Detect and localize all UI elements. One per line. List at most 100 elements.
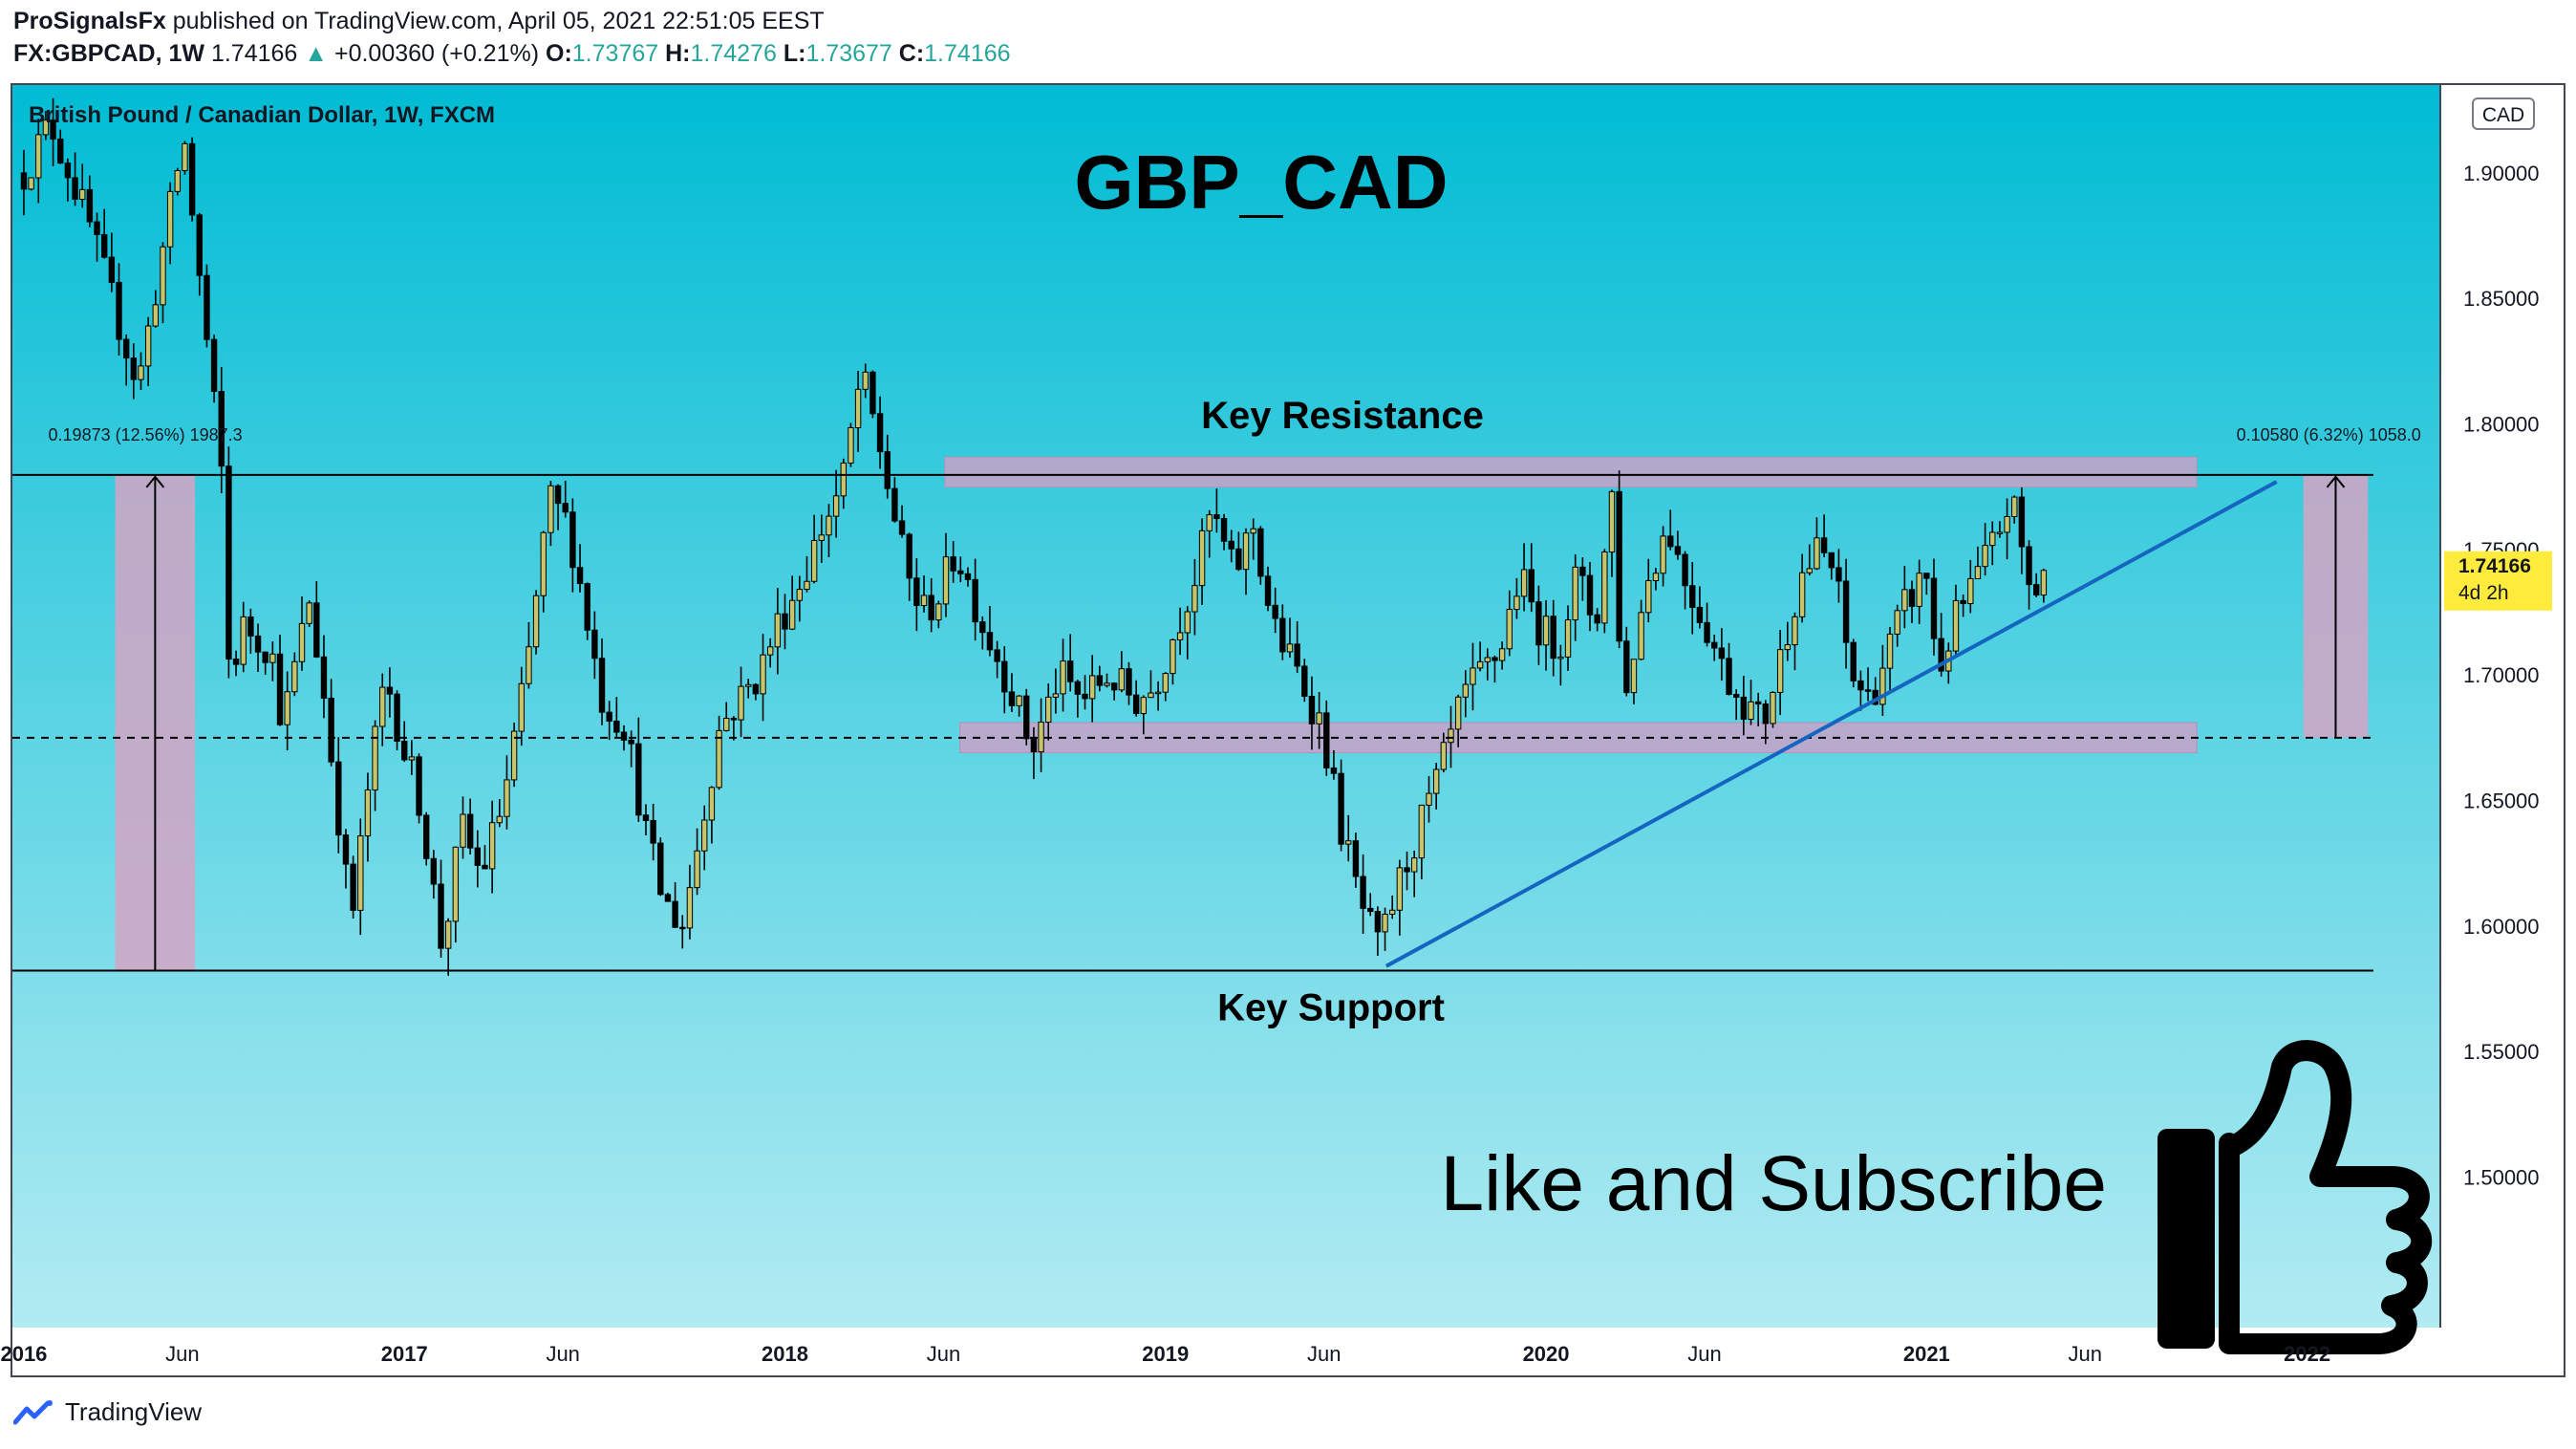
- tradingview-logo-icon[interactable]: [13, 1399, 57, 1426]
- candle-body: [672, 900, 678, 928]
- candle-body: [2040, 570, 2048, 596]
- candle: [269, 641, 276, 681]
- candle-body: [1213, 514, 1220, 520]
- candle-body: [1506, 609, 1513, 650]
- candle-body: [1074, 681, 1082, 695]
- x-tick-label: Jun: [1687, 1342, 1721, 1366]
- publisher-name[interactable]: ProSignalsFx: [13, 8, 166, 34]
- candle: [1572, 553, 1578, 641]
- candle: [57, 129, 64, 164]
- candle-body: [335, 761, 342, 836]
- candle-body: [1088, 675, 1096, 700]
- candle-body: [554, 485, 562, 505]
- candle: [1396, 859, 1404, 936]
- candle-body: [1740, 696, 1748, 721]
- candle: [1242, 528, 1250, 595]
- candle-body: [1967, 577, 1974, 605]
- candle-body: [957, 570, 964, 574]
- candle-body: [1564, 619, 1572, 658]
- countdown-value: 4d 2h: [2458, 582, 2509, 604]
- open-label: O:: [546, 40, 572, 67]
- currency-badge[interactable]: CAD: [2472, 97, 2535, 130]
- candle: [1784, 621, 1792, 661]
- candle: [1067, 634, 1074, 692]
- candle-body: [1001, 660, 1008, 693]
- candle: [416, 753, 422, 824]
- candle: [1901, 566, 1908, 629]
- candle: [1492, 655, 1498, 683]
- candle-body: [1316, 712, 1322, 724]
- candle-body: [291, 660, 298, 693]
- candle: [1601, 549, 1608, 634]
- candle: [664, 892, 672, 902]
- candle-body: [116, 281, 122, 340]
- candle-body: [1798, 572, 1806, 617]
- candle-body: [20, 172, 28, 190]
- candle-body: [1279, 617, 1286, 653]
- candle: [254, 623, 262, 673]
- candle: [108, 232, 116, 292]
- candle: [452, 846, 460, 943]
- candle: [1360, 854, 1366, 934]
- candle: [532, 590, 540, 655]
- candle-body: [1286, 643, 1294, 653]
- candle-body: [818, 534, 825, 541]
- x-tick-label: Jun: [927, 1342, 960, 1366]
- candle-body: [100, 233, 108, 258]
- candle-body: [657, 842, 664, 896]
- candle-body: [1726, 658, 1732, 696]
- candle: [1498, 641, 1506, 670]
- candle-body: [174, 169, 181, 192]
- candle: [745, 679, 752, 699]
- candle: [1126, 661, 1132, 705]
- candle: [100, 208, 108, 259]
- candle: [1104, 673, 1110, 688]
- candle: [928, 577, 934, 633]
- candle: [379, 673, 386, 746]
- candle-body: [1616, 490, 1622, 642]
- x-tick-label: Jun: [1307, 1342, 1341, 1366]
- candle: [1711, 634, 1718, 661]
- candle-body: [254, 635, 262, 653]
- symbol-label: FX:GBPCAD, 1W: [13, 40, 204, 67]
- candle-body: [1667, 535, 1674, 548]
- candle-body: [613, 720, 620, 733]
- candle-body: [42, 119, 50, 136]
- candle: [372, 720, 378, 811]
- candle: [1740, 676, 1748, 736]
- candle: [1557, 644, 1564, 686]
- ohlc-bar: FX:GBPCAD, 1W 1.74166 ▲ +0.00360 (+0.21%…: [13, 40, 1011, 68]
- footer-brand[interactable]: TradingView: [65, 1397, 203, 1426]
- candle: [1674, 530, 1682, 560]
- candle-body: [547, 485, 554, 533]
- candle-body: [1754, 701, 1762, 705]
- candle: [1850, 638, 1857, 688]
- candle-body: [1432, 768, 1440, 794]
- candle: [79, 163, 86, 208]
- candle-body: [313, 602, 320, 658]
- candle: [496, 798, 503, 828]
- candle: [788, 575, 796, 631]
- candle-body: [130, 357, 138, 380]
- candle: [730, 716, 738, 741]
- candle-body: [188, 142, 196, 216]
- candle-body: [540, 531, 547, 596]
- price-chart[interactable]: British Pound / Canadian Dollar, 1W, FXC…: [0, 82, 2576, 1382]
- candle-body: [1674, 546, 1682, 555]
- candle: [232, 650, 240, 677]
- candle-body: [1132, 694, 1140, 715]
- candle-body: [1016, 695, 1022, 706]
- candle-body: [760, 654, 766, 695]
- candle-body: [796, 589, 804, 601]
- open-value: 1.73767: [571, 40, 659, 67]
- candle-body: [1023, 695, 1030, 740]
- candle-body: [1806, 568, 1813, 573]
- candle: [1608, 489, 1616, 577]
- candle-body: [1484, 657, 1491, 662]
- candle: [935, 600, 942, 629]
- candle: [1454, 694, 1462, 747]
- candle-body: [320, 656, 328, 699]
- candle: [1213, 488, 1220, 533]
- candle: [152, 290, 160, 328]
- candle: [1374, 906, 1382, 956]
